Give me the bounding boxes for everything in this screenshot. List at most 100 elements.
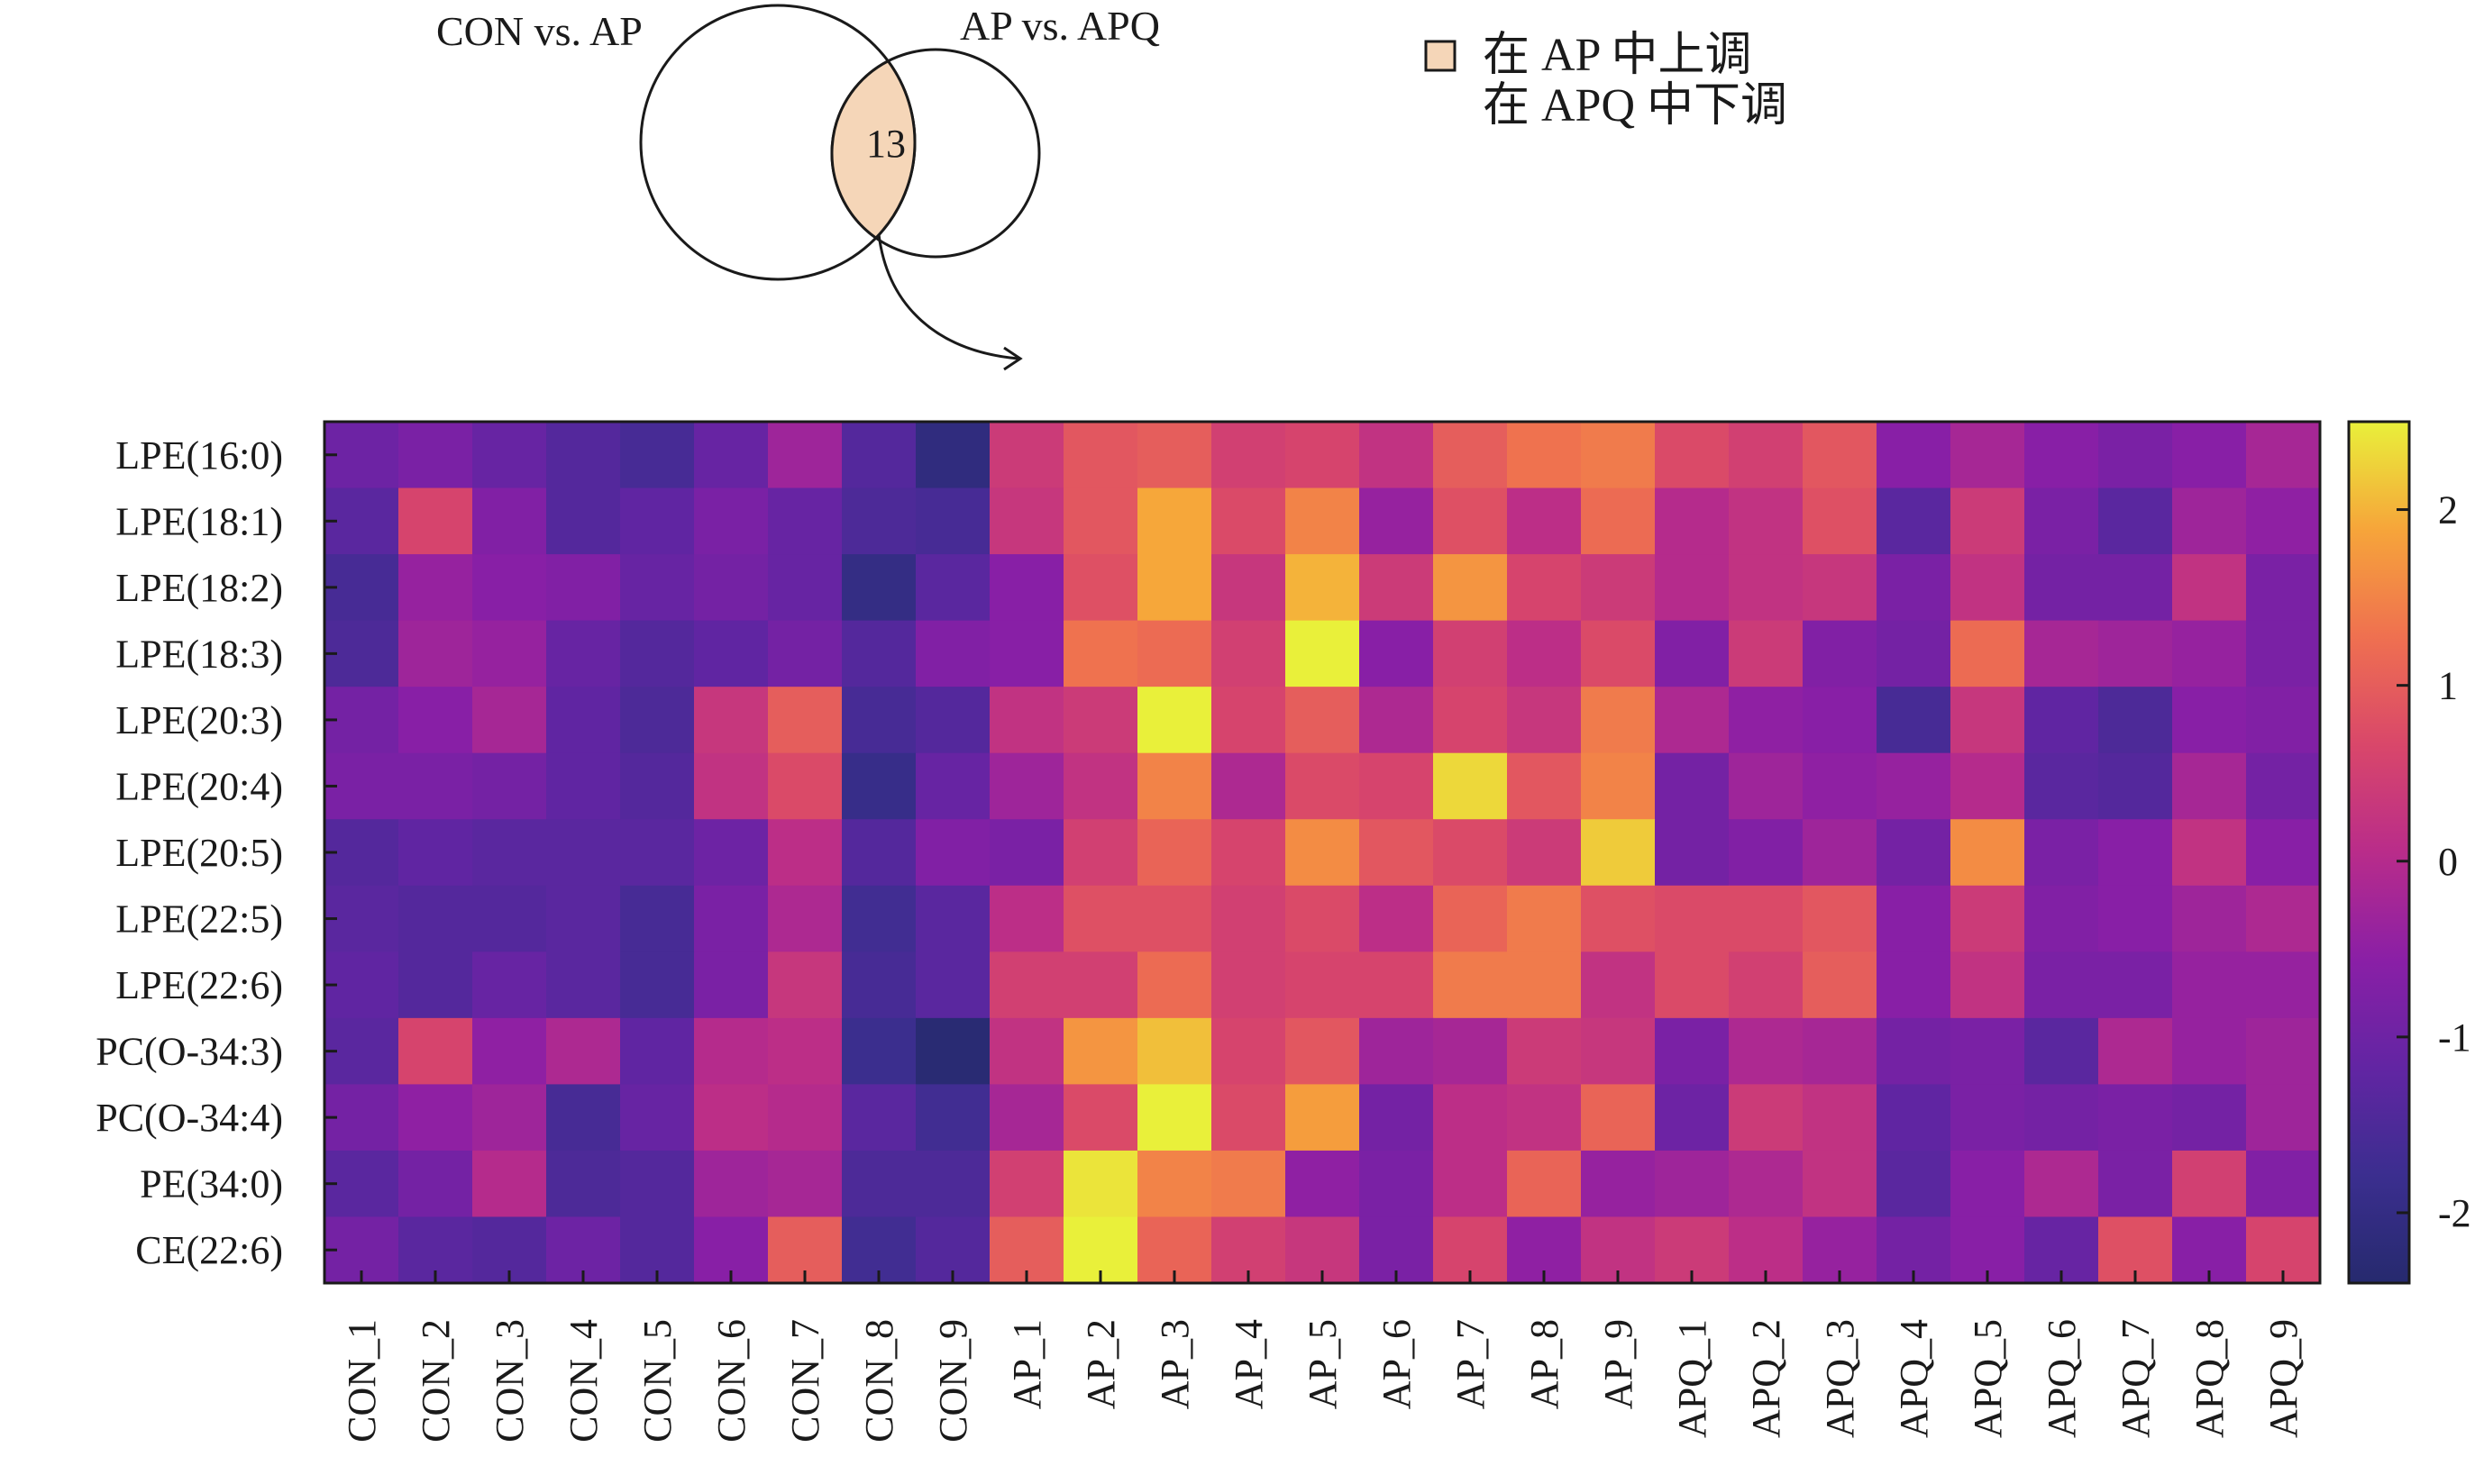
heatmap-cell [1950, 951, 2025, 1019]
heatmap-cell [1803, 951, 1877, 1019]
heatmap-cell [1507, 1017, 1582, 1085]
legend: 在 AP 中上调 在 APQ 中下调 [1424, 30, 1787, 132]
heatmap-cell [1211, 422, 1286, 489]
heatmap-cell [1950, 819, 2025, 887]
heatmap-cell [1729, 687, 1804, 754]
heatmap-cell [768, 1017, 843, 1085]
heatmap-cell [1803, 1084, 1877, 1152]
heatmap-cell [916, 554, 991, 622]
heatmap-cell [842, 752, 917, 820]
heatmap-cell [1359, 885, 1434, 952]
heatmap-cell [1137, 1150, 1212, 1218]
heatmap-cell [1433, 620, 1508, 687]
heatmap-cell [1877, 554, 1951, 622]
legend-swatch [1424, 40, 1457, 72]
heatmap-cell [1877, 687, 1951, 754]
heatmap-cell [768, 951, 843, 1019]
heatmap-cell [1729, 885, 1804, 952]
heatmap-cell [1877, 422, 1951, 489]
heatmap-cell [472, 687, 547, 754]
venn-intersection-count: 13 [866, 122, 906, 166]
heatmap-cell [1950, 752, 2025, 820]
colorbar: -2 -1 0 1 2 [2347, 420, 2471, 1285]
heatmap-cell [1064, 687, 1138, 754]
column-label: APQ_2 [1744, 1319, 1788, 1438]
heatmap-cell [768, 752, 843, 820]
heatmap-cell [1803, 1150, 1877, 1218]
heatmap-cell [1507, 554, 1582, 622]
heatmap-cell [1950, 1084, 2025, 1152]
row-label: PE(34:0) [140, 1162, 283, 1206]
heatmap-cell [842, 951, 917, 1019]
heatmap-cell [1359, 1017, 1434, 1085]
heatmap-cell [1064, 554, 1138, 622]
heatmap-cell [1137, 1017, 1212, 1085]
heatmap-cell [1137, 1084, 1212, 1152]
heatmap-cell [1359, 422, 1434, 489]
column-label: AP_7 [1448, 1319, 1493, 1409]
heatmap-cell [768, 687, 843, 754]
heatmap-cell [1064, 1084, 1138, 1152]
heatmap-cell [916, 752, 991, 820]
heatmap-cell [1285, 554, 1360, 622]
heatmap-cell [472, 1150, 547, 1218]
heatmap-cell [842, 1150, 917, 1218]
row-label: LPE(18:1) [115, 499, 283, 543]
heatmap [323, 420, 2322, 1285]
heatmap-cell [2246, 422, 2321, 489]
heatmap-cell [546, 554, 621, 622]
column-label: AP_6 [1374, 1319, 1419, 1409]
heatmap-cell [1655, 554, 1730, 622]
heatmap-cell [1803, 752, 1877, 820]
heatmap-cell [990, 1150, 1064, 1218]
heatmap-cell [1064, 1150, 1138, 1218]
column-label: APQ_5 [1966, 1319, 2010, 1438]
heatmap-cell [1581, 1150, 1656, 1218]
heatmap-cell [1137, 620, 1212, 687]
heatmap-cell [1877, 1084, 1951, 1152]
column-label: APQ_9 [2261, 1319, 2306, 1438]
heatmap-cell [1211, 951, 1286, 1019]
heatmap-cell [2098, 1017, 2173, 1085]
heatmap-cell [1803, 487, 1877, 555]
row-label: LPE(16:0) [115, 433, 283, 478]
heatmap-cell [1729, 554, 1804, 622]
heatmap-cell [2098, 885, 2173, 952]
heatmap-cell [620, 885, 695, 952]
heatmap-cell [1359, 487, 1434, 555]
heatmap-cell [1655, 752, 1730, 820]
heatmap-cell [1655, 620, 1730, 687]
heatmap-cell [1285, 819, 1360, 887]
heatmap-cell [620, 620, 695, 687]
heatmap-cell [1285, 752, 1360, 820]
heatmap-cell [2246, 1150, 2321, 1218]
heatmap-cell [1211, 1017, 1286, 1085]
heatmap-cell [546, 620, 621, 687]
heatmap-cell [2246, 752, 2321, 820]
heatmap-cell [2246, 687, 2321, 754]
row-label: CE(22:6) [135, 1228, 283, 1272]
heatmap-cell [990, 620, 1064, 687]
heatmap-cell [2024, 1150, 2099, 1218]
column-label: AP_3 [1153, 1319, 1197, 1409]
heatmap-cell [2246, 487, 2321, 555]
heatmap-cell [1877, 885, 1951, 952]
heatmap-cell [1581, 1084, 1656, 1152]
heatmap-cell [1655, 687, 1730, 754]
heatmap-cell [472, 422, 547, 489]
heatmap-cell [2172, 819, 2247, 887]
heatmap-cell [694, 1150, 769, 1218]
heatmap-cell [1877, 1150, 1951, 1218]
heatmap-cell [546, 885, 621, 952]
heatmap-cell [472, 885, 547, 952]
heatmap-cell [990, 554, 1064, 622]
heatmap-cell [398, 885, 473, 952]
heatmap-cell [1285, 951, 1360, 1019]
heatmap-cell [2024, 951, 2099, 1019]
heatmap-cell [1285, 1084, 1360, 1152]
heatmap-cell [768, 885, 843, 952]
heatmap-cell [398, 487, 473, 555]
row-label: LPE(18:2) [115, 566, 283, 610]
heatmap-cell [472, 819, 547, 887]
column-label: APQ_7 [2114, 1319, 2158, 1438]
